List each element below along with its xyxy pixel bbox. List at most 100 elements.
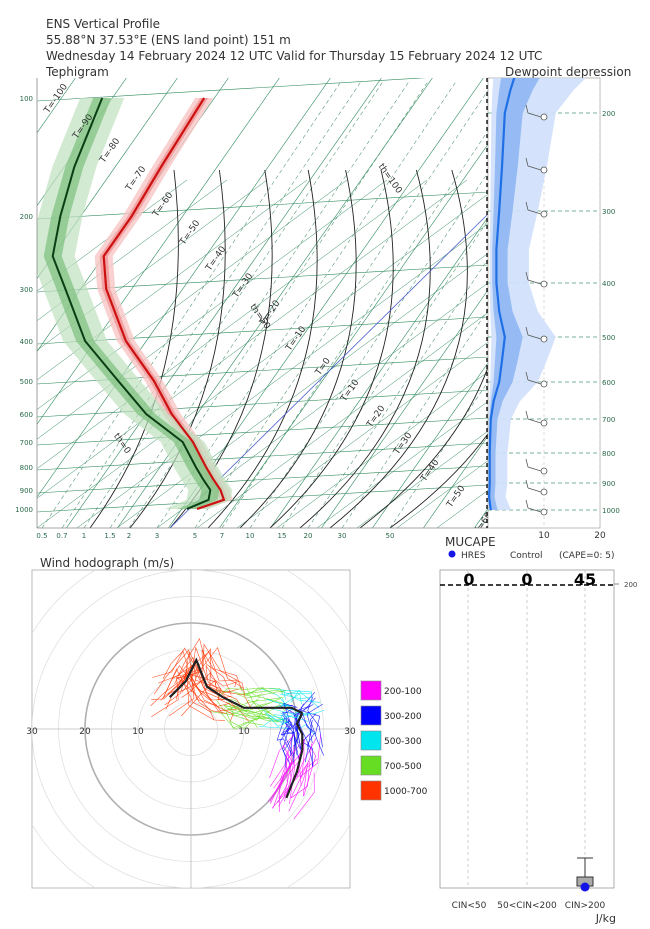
wind-barb-station: [540, 113, 548, 121]
dry-adiabat-line: [37, 179, 228, 321]
moist-adiabats: [89, 169, 488, 528]
hodograph-member-line: [294, 704, 314, 750]
tephigram-label: Tephigram: [46, 65, 109, 79]
wind-barb-staff: [527, 507, 542, 513]
hodograph-member-line: [306, 703, 323, 731]
hodograph-member-line: [297, 724, 315, 735]
hodograph-member-line: [246, 687, 284, 702]
hodograph-legend-swatch: [360, 730, 382, 751]
wind-barb-station: [540, 210, 548, 218]
hodograph-member-line: [293, 772, 315, 820]
hodograph-member-line: [223, 704, 271, 719]
wind-barb-station: [540, 280, 548, 288]
hodograph-member-line: [152, 647, 220, 696]
hodograph-member-line: [259, 726, 292, 729]
wind-barb-flag: [525, 499, 529, 509]
figure-title: ENS Vertical Profile: [46, 17, 161, 31]
hodograph-member-line: [260, 707, 289, 723]
wind-barb-staff: [527, 279, 542, 285]
category-cin-lt-50: CIN<50: [452, 901, 487, 911]
wind-barb-flag: [525, 326, 529, 336]
wind-barb-station: [540, 166, 548, 174]
isobar-line: [37, 316, 488, 345]
count-cin-50-200: 0: [521, 570, 532, 589]
hodograph-tick-label: 10: [132, 727, 144, 737]
mixing-ratio-line: [61, 79, 363, 528]
hodograph-legend-swatch: [360, 780, 382, 801]
mixing-ratio-tick-label: 7: [220, 532, 224, 540]
hodograph-control-line: [169, 657, 234, 704]
control-legend-label: Control: [510, 551, 543, 561]
mucape-title: MUCAPE: [445, 535, 496, 549]
hodograph-member-line: [265, 713, 289, 727]
hodograph-tick-label: 30: [26, 727, 38, 737]
mixing-ratio-tick-labels: 0.5 0.7 1 1.5 2 3 5 7 10 15 20 30 50: [36, 532, 394, 540]
dd-mean-line: [488, 78, 516, 511]
pressure-tick-label: 900: [20, 487, 33, 495]
isotherm-label: T=60: [472, 511, 495, 538]
isobar-line: [37, 484, 488, 513]
isobar-line: [37, 389, 488, 418]
wind-barb-station: [540, 467, 548, 475]
hodograph-title: Wind hodograph (m/s): [40, 556, 175, 570]
wind-barb-staff: [527, 487, 542, 493]
hodograph-member-line: [180, 680, 249, 722]
hodograph-legend-swatch: [360, 755, 382, 776]
dewpoint-depression-plot: 200 300 400 500 600 700 800 900 1000 10 20: [486, 77, 620, 541]
mixing-ratio-tick-label: 0.5: [36, 532, 47, 540]
hodograph-member-line: [176, 643, 245, 695]
hodograph-member-line: [307, 696, 323, 748]
mixing-ratio-line: [249, 172, 488, 528]
hodograph-member-line: [305, 719, 313, 763]
dd-x-tick-label: 10: [538, 531, 550, 541]
dd-pressure-tick-label: 500: [602, 334, 615, 342]
hodograph-member-line: [150, 676, 228, 714]
isotherm-line: [627, 78, 650, 528]
hodograph-member-line: [162, 650, 217, 686]
pressure-tick-label: 200: [20, 213, 33, 221]
dd-pressure-tick-label: 700: [602, 416, 615, 424]
dry-adiabat-line: [557, 180, 650, 528]
isotherm-label: T=-110: [18, 60, 46, 94]
dd-ensemble-spread: [488, 78, 586, 510]
dd-x-tick-label: 20: [594, 531, 606, 541]
mixing-ratio-line: [221, 130, 488, 528]
wind-barbs: [525, 104, 548, 516]
hodograph-control: [169, 657, 304, 799]
moist-adiabat-curve: [389, 432, 488, 528]
hodograph-legend-label: 1000-700: [384, 787, 428, 797]
dry-adiabat-line: [196, 312, 488, 528]
hodograph-member-line: [218, 687, 265, 698]
wind-barb-flag: [525, 479, 529, 489]
moist-adiabat-curve: [89, 169, 179, 528]
isotherm-line: [0, 78, 24, 528]
hodograph-member-line: [151, 668, 212, 713]
dry-adiabat-line: [37, 179, 388, 440]
hodograph-member-line: [268, 687, 286, 700]
hodograph-legend-label: 700-500: [384, 762, 422, 772]
hodograph-legend-swatch: [360, 705, 382, 726]
mixing-ratio-line: [194, 89, 488, 528]
mucape-y-tick-label: 200: [624, 581, 637, 589]
count-cin-gt-200: 45: [574, 570, 596, 589]
hodograph-member-line: [252, 714, 283, 723]
hodograph-legend: 200-100 300-200 500-300 700-500 1000-700: [360, 680, 428, 801]
hodograph-member-line: [224, 704, 264, 717]
wind-barb-station: [540, 508, 548, 516]
category-cin-50-200: 50<CIN<200: [497, 901, 557, 911]
isotherm-line: [576, 78, 650, 528]
hodograph-member-line: [290, 743, 313, 798]
hodograph-member-line: [151, 676, 215, 721]
mixing-ratio-tick-label: 30: [338, 532, 347, 540]
hodograph-member-line: [276, 712, 298, 721]
isotherm-label: T=-50: [178, 218, 203, 248]
hodograph-control-line: [295, 712, 304, 751]
mixing-ratio-line: [156, 79, 458, 528]
hodograph-member-line: [280, 712, 311, 719]
mixing-ratio-tick-label: 20: [304, 532, 313, 540]
hodograph-member-line: [273, 714, 309, 722]
dd-pressure-tick-label: 800: [602, 450, 615, 458]
isotherm-line: [372, 362, 488, 528]
theta-label: th=0: [111, 432, 132, 456]
